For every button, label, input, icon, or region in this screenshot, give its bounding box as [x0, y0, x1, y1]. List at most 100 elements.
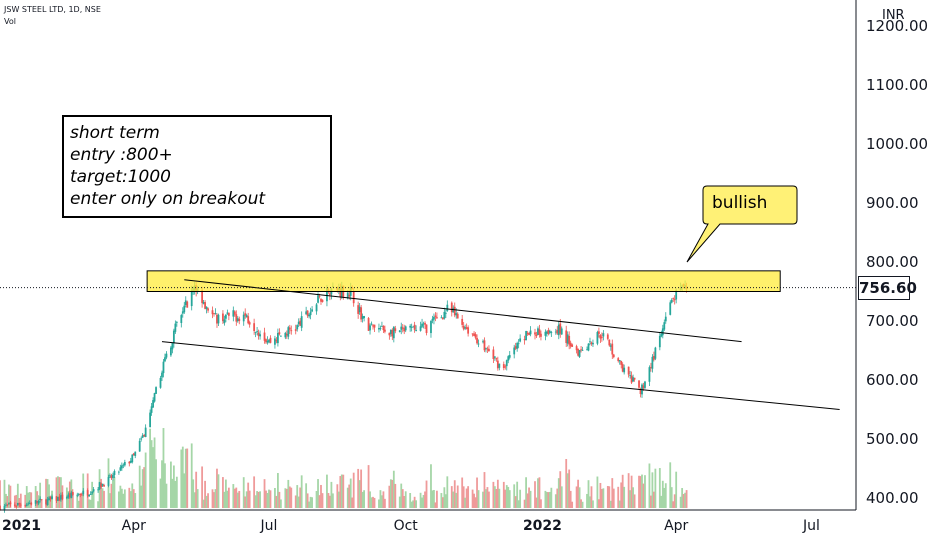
candle-body — [360, 307, 363, 320]
candle-body — [352, 291, 355, 304]
volume-bar — [590, 486, 593, 508]
candle-body — [507, 356, 510, 361]
candle-body — [577, 349, 579, 356]
volume-bar — [309, 496, 312, 508]
candle-body — [290, 330, 293, 332]
candle-body — [60, 495, 62, 500]
candle-body — [467, 327, 470, 334]
volume-bar — [422, 494, 425, 508]
candle-body — [609, 345, 612, 347]
volume-bar — [452, 491, 455, 508]
volume-bar — [254, 495, 257, 508]
volume-bar — [67, 491, 70, 508]
candle-body — [508, 355, 511, 358]
volume-bar — [384, 498, 386, 508]
volume-bar — [256, 491, 258, 508]
currency-label[interactable]: INR — [880, 8, 907, 23]
candle-body — [608, 339, 611, 346]
volume-bar — [150, 440, 153, 508]
callout-bubble — [686, 185, 798, 263]
candle-body — [661, 328, 664, 336]
x-tick-label: Apr — [121, 518, 146, 534]
volume-bar — [238, 490, 241, 508]
candle-body — [623, 367, 626, 373]
candle-body — [184, 300, 187, 306]
candle-body — [36, 501, 39, 503]
candle-body — [648, 367, 651, 382]
candle-body — [40, 499, 43, 501]
candle-body — [211, 310, 214, 315]
volume-bar — [180, 449, 183, 508]
volume-bar — [519, 489, 522, 508]
candle-body — [311, 309, 313, 312]
candle-body — [419, 326, 422, 331]
candle-body — [654, 347, 657, 359]
volume-bar — [144, 452, 147, 508]
volume-bar — [650, 495, 652, 508]
volume-bar — [413, 496, 416, 508]
candle-body — [0, 505, 1, 511]
candle-body — [488, 348, 490, 352]
candle-body — [140, 438, 143, 440]
candle-body — [164, 357, 166, 362]
volume-bar — [285, 488, 288, 508]
candle-body — [172, 330, 175, 344]
volume-bar — [514, 496, 517, 508]
volume-bar — [141, 469, 144, 508]
volume-bar — [544, 490, 547, 508]
candle-body — [398, 330, 401, 333]
candle-body — [128, 461, 131, 464]
volume-bar — [284, 488, 287, 508]
annotation-textbox[interactable]: short term entry :800+ target:1000 enter… — [62, 115, 332, 218]
candle-body — [632, 377, 634, 382]
volume-bar — [545, 492, 548, 508]
candle-body — [431, 318, 434, 321]
candle-body — [329, 293, 331, 295]
candle-body — [504, 366, 507, 368]
candle-body — [8, 502, 10, 504]
candle-body — [82, 490, 85, 495]
candle-body — [174, 323, 177, 332]
volume-bars — [0, 428, 688, 508]
candle-body — [65, 497, 68, 499]
candle-body — [186, 301, 189, 308]
candle-body — [45, 499, 47, 505]
volume-bar — [213, 492, 215, 508]
volume-bar — [8, 484, 10, 508]
volume-bar — [305, 483, 308, 508]
candle-body — [566, 334, 569, 344]
volume-bar — [152, 447, 154, 508]
volume-bar — [581, 501, 584, 508]
candle-body — [379, 328, 382, 329]
volume-indicator-label[interactable]: Vol — [4, 17, 16, 26]
candle-body — [51, 496, 53, 499]
volume-bar — [175, 476, 178, 508]
callout-text[interactable]: bullish — [712, 193, 768, 213]
volume-bar — [483, 472, 486, 508]
candle-body — [465, 327, 468, 329]
candle-body — [400, 326, 403, 330]
candle-body — [394, 328, 397, 332]
candle-body — [6, 504, 9, 506]
candle-body — [232, 310, 235, 317]
volume-bar — [632, 487, 634, 508]
candle-body — [222, 313, 224, 322]
volume-bar — [336, 484, 339, 508]
volume-bar — [496, 479, 499, 508]
last-price-tag: 756.60 — [858, 275, 917, 300]
y-tick-label: 700.00 — [866, 312, 919, 330]
candle-body — [483, 340, 486, 351]
volume-bar — [112, 480, 114, 508]
volume-bar — [330, 481, 333, 508]
volume-bar — [129, 491, 132, 508]
candle-body — [269, 337, 272, 343]
candle-body — [98, 482, 101, 490]
volume-bar — [652, 491, 655, 508]
candle-body — [434, 315, 437, 317]
candle-body — [440, 317, 443, 319]
candle-body — [122, 464, 125, 466]
candle-body — [554, 331, 557, 333]
volume-bar — [195, 471, 198, 508]
candle-body — [639, 389, 642, 394]
